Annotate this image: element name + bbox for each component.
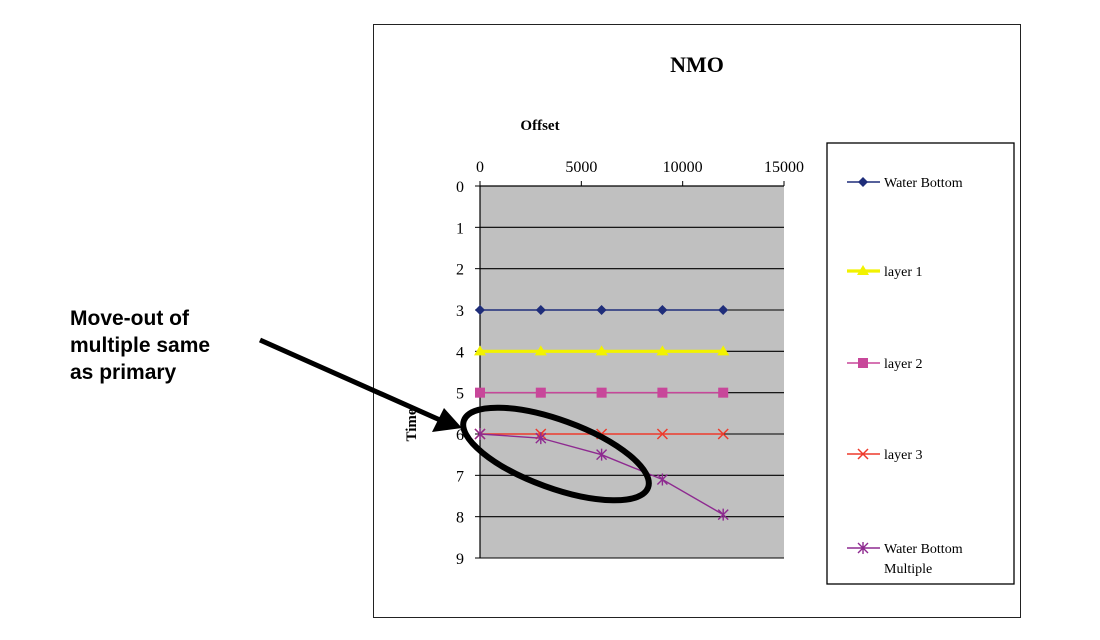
- data-point: [656, 428, 668, 440]
- data-point: [595, 345, 608, 356]
- y-tick-label: 2: [456, 262, 464, 279]
- legend-item: layer 1: [847, 265, 922, 280]
- data-point: [475, 387, 485, 398]
- data-point: [475, 305, 485, 315]
- data-point: [535, 387, 546, 398]
- data-point: [534, 345, 547, 356]
- data-point: [717, 428, 729, 440]
- chart-frame: [373, 24, 1021, 618]
- tick-labels: 0 1 2 3 4 5 6 7 8 9 0 5000 10000 15000: [456, 159, 804, 568]
- data-point: [657, 305, 668, 315]
- x-tick-label: 5000: [565, 159, 597, 176]
- legend-label: layer 2: [884, 357, 922, 372]
- legend-item: layer 3: [847, 448, 922, 463]
- y-tick-label: 3: [456, 303, 464, 320]
- series-layer-2: [475, 387, 729, 398]
- y-tick-label: 8: [456, 510, 464, 527]
- data-point: [474, 345, 486, 356]
- axes: [475, 181, 785, 559]
- data-point: [717, 508, 729, 521]
- y-tick-label: 0: [456, 179, 464, 196]
- data-point: [657, 387, 668, 398]
- x-tick-label: 15000: [764, 159, 804, 176]
- data-point: [474, 428, 486, 440]
- y-tick-label: 7: [456, 468, 464, 485]
- legend-item: Water Bottom: [847, 176, 963, 191]
- legend-swatch-marker: [857, 265, 869, 275]
- y-tick-label: 5: [456, 386, 464, 403]
- y-tick-label: 1: [456, 220, 464, 237]
- data-point: [656, 473, 668, 486]
- legend-label: Water Bottom: [884, 176, 963, 191]
- data-point: [596, 448, 608, 461]
- y-tick-label: 6: [456, 427, 464, 444]
- x-tick-label: 10000: [663, 159, 703, 176]
- legend-swatch-marker: [858, 358, 868, 368]
- data-point: [596, 305, 607, 315]
- legend-label: Multiple: [884, 562, 932, 577]
- series-water-bottom-multiple: [474, 428, 729, 521]
- y-axis-label: Time: [404, 408, 420, 441]
- annotation-text: Move-out of multiple same as primary: [70, 305, 310, 386]
- data-point: [535, 432, 547, 445]
- series-layer-1: [474, 345, 730, 356]
- y-tick-label: 9: [456, 551, 464, 568]
- legend-label: Water Bottom: [884, 542, 963, 557]
- legend-swatch-marker: [857, 448, 869, 460]
- data-point: [718, 305, 729, 315]
- data-point: [656, 345, 669, 356]
- highlight-ellipse: [460, 404, 652, 504]
- legend-swatch-marker: [858, 177, 868, 187]
- legend-label: layer 1: [884, 265, 922, 280]
- y-tick-label: 4: [456, 344, 464, 361]
- data-point: [718, 387, 729, 398]
- annotation-line-2: multiple same: [70, 334, 211, 357]
- series-water-bottom: [475, 305, 729, 315]
- data-point: [717, 345, 730, 356]
- data-point: [596, 387, 607, 398]
- legend-item: layer 2: [847, 357, 922, 372]
- annotation-line-3: as primary: [70, 361, 177, 384]
- chart-title: NMO: [670, 52, 724, 77]
- x-axis-label: Offset: [520, 118, 559, 134]
- legend: Water Bottom layer 1 layer 2 layer 3 Water B…: [847, 176, 963, 577]
- legend-label: layer 3: [884, 448, 922, 463]
- data-point: [535, 305, 546, 315]
- annotation-line-1: Move-out of: [70, 307, 189, 330]
- legend-swatch-marker: [857, 542, 869, 554]
- legend-item: Water Bottom Multiple: [847, 542, 963, 577]
- annotation-arrow: [258, 337, 462, 432]
- plot-area: [480, 186, 784, 558]
- x-tick-label: 0: [476, 159, 484, 176]
